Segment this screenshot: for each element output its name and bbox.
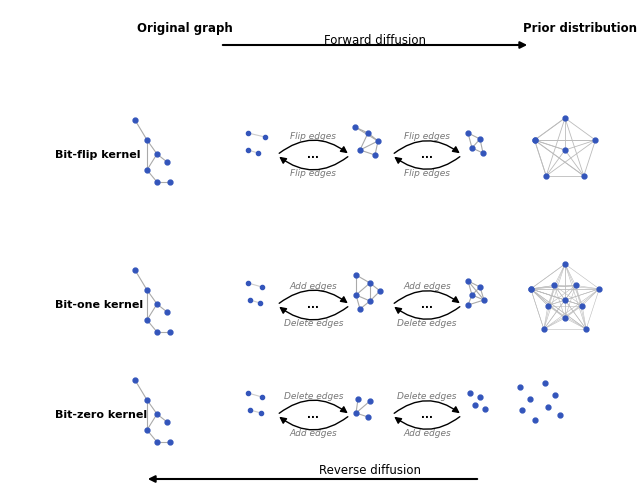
Text: ...: ... [421,300,433,310]
Text: Add edges: Add edges [290,429,337,438]
Text: Original graph: Original graph [137,22,233,35]
Text: ...: ... [307,300,319,310]
Text: Reverse diffusion: Reverse diffusion [319,464,421,477]
Text: Bit-zero kernel: Bit-zero kernel [55,410,147,420]
Text: Delete edges: Delete edges [284,392,343,401]
Text: Delete edges: Delete edges [284,319,343,328]
Text: Delete edges: Delete edges [397,319,457,328]
Text: ...: ... [307,150,319,160]
Text: Add edges: Add edges [403,282,451,291]
Text: ...: ... [421,410,433,420]
Text: ...: ... [307,410,319,420]
Text: Add edges: Add edges [403,429,451,438]
Text: Forward diffusion: Forward diffusion [324,34,426,47]
Text: Bit-one kernel: Bit-one kernel [55,300,143,310]
Text: ...: ... [421,150,433,160]
Text: Add edges: Add edges [290,282,337,291]
Text: Bit-flip kernel: Bit-flip kernel [55,150,141,160]
Text: Delete edges: Delete edges [397,392,457,401]
Text: Prior distribution: Prior distribution [523,22,637,35]
Text: Flip edges: Flip edges [291,169,337,178]
Text: Flip edges: Flip edges [404,132,450,141]
Text: Flip edges: Flip edges [404,169,450,178]
Text: Flip edges: Flip edges [291,132,337,141]
